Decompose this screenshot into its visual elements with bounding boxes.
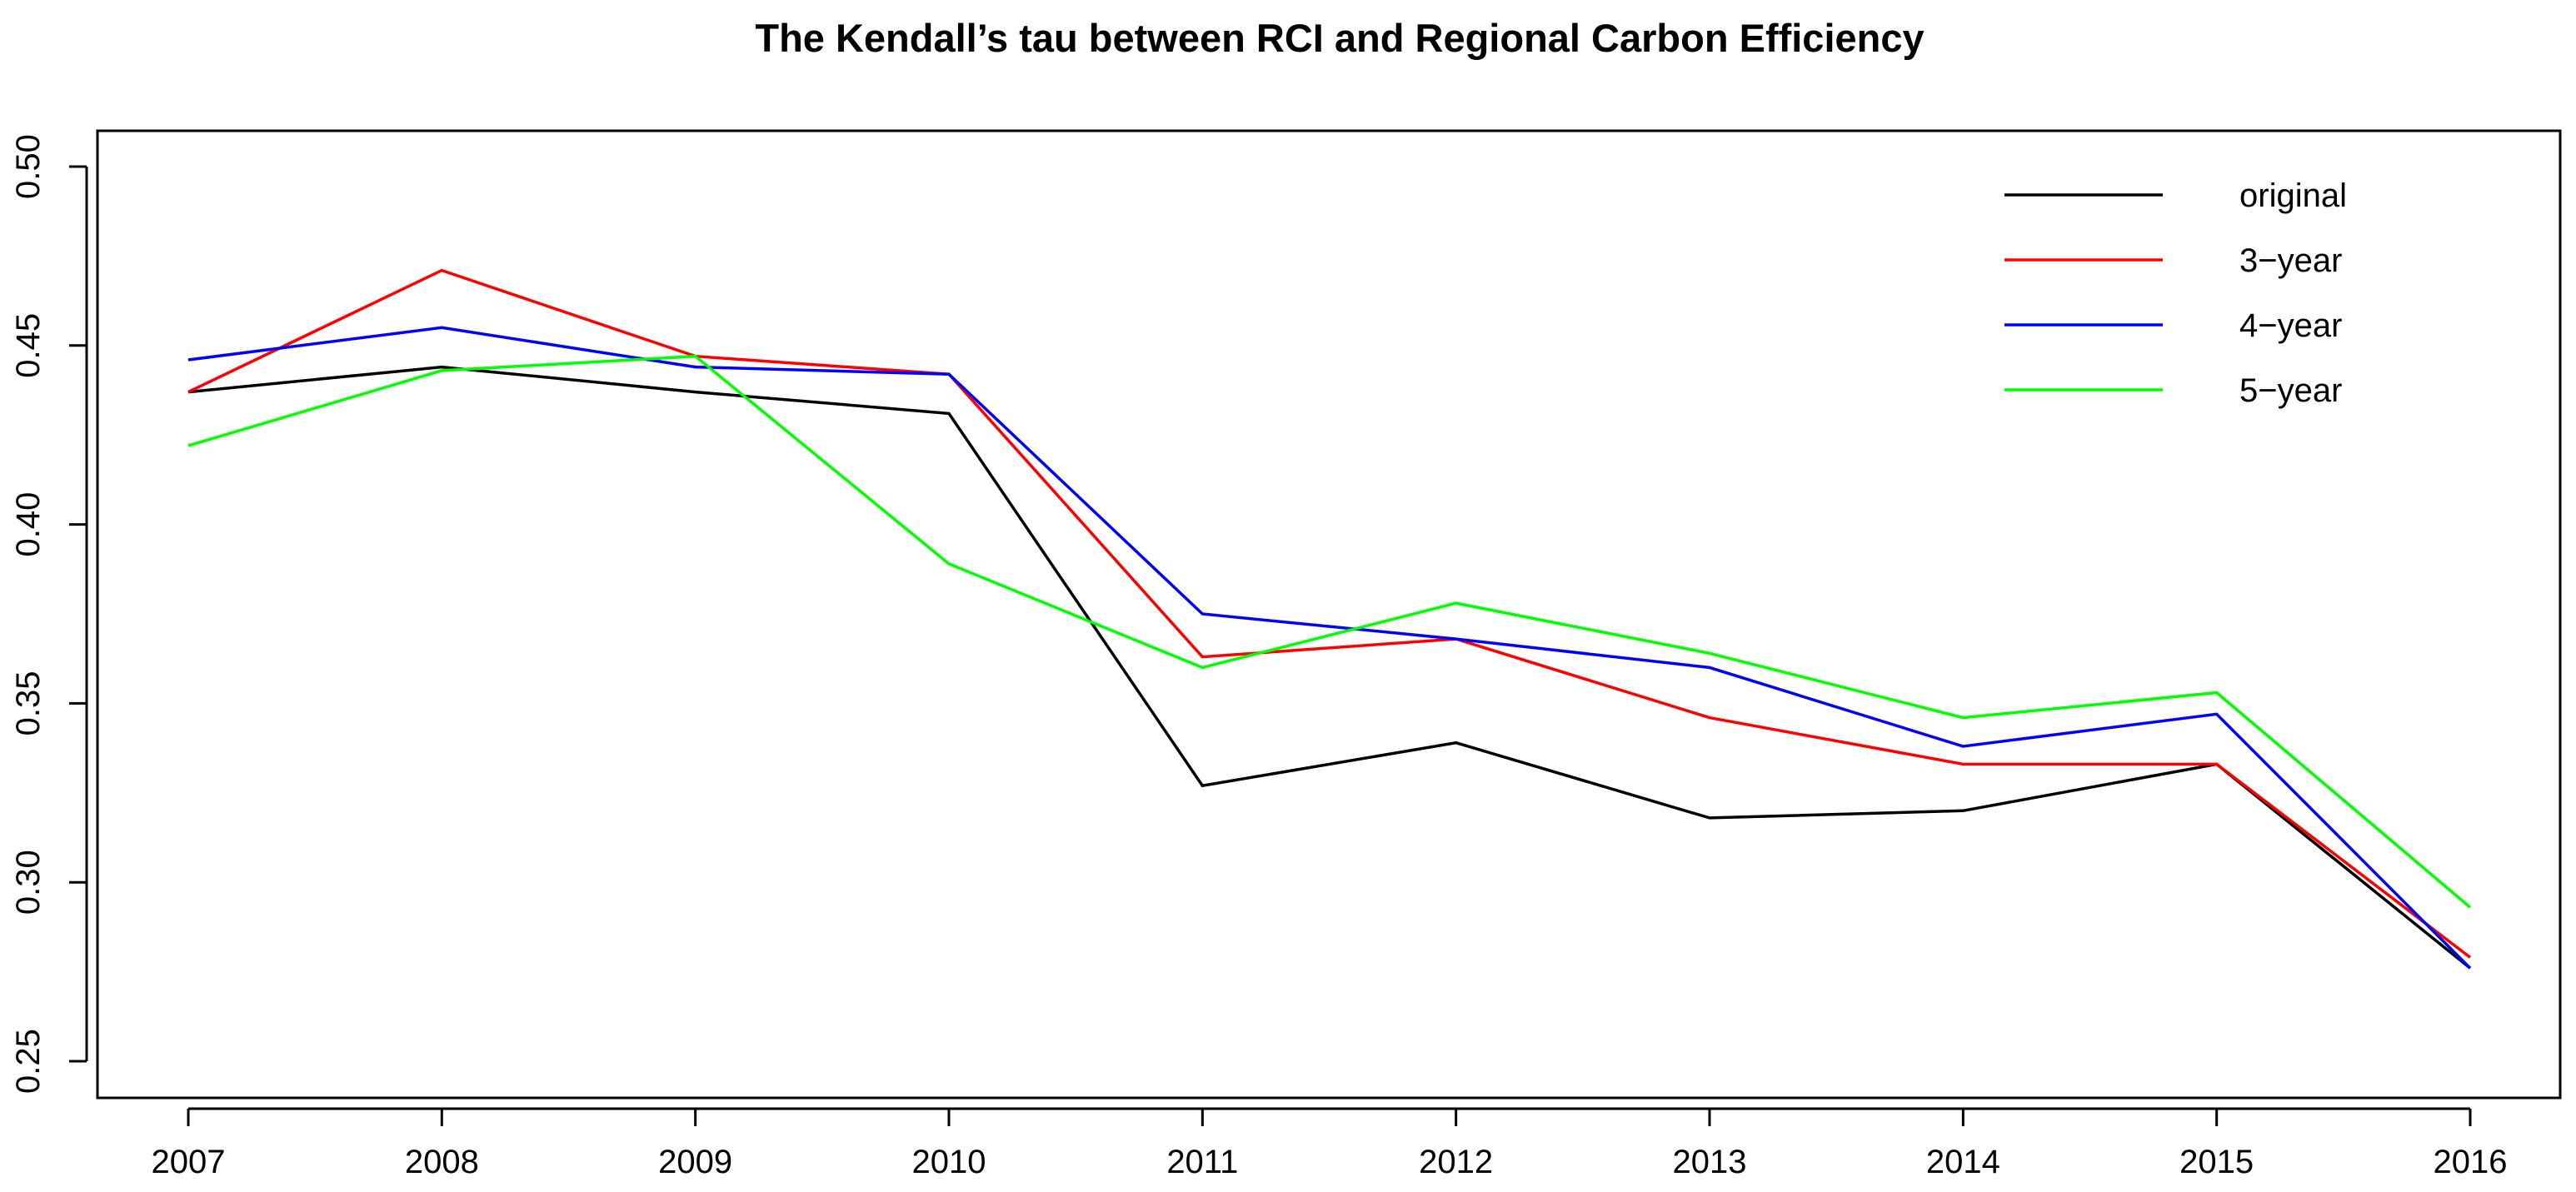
x-tick-label: 2012	[1419, 1144, 1493, 1180]
x-tick-label: 2015	[2179, 1144, 2254, 1180]
y-tick-label: 0.30	[10, 850, 47, 915]
series-line-original	[187, 365, 2472, 970]
x-tick-label: 2009	[658, 1144, 732, 1180]
plot-area-frame	[96, 129, 2562, 1100]
y-tick-label: 0.35	[10, 671, 47, 736]
y-tick-label: 0.45	[10, 313, 47, 378]
x-tick-label: 2011	[1166, 1144, 1238, 1180]
x-tick-label: 2014	[1926, 1144, 2000, 1180]
chart-title: The Kendall’s tau between RCI and Region…	[755, 16, 1924, 60]
y-tick-label: 0.25	[10, 1029, 47, 1094]
x-tick-label: 2007	[152, 1144, 226, 1180]
series-line-5-year	[187, 354, 2472, 909]
series-line-3-year	[187, 268, 2472, 959]
legend-label: 5−year	[2239, 372, 2342, 409]
legend-label: 3−year	[2239, 242, 2342, 279]
x-tick-label: 2013	[1673, 1144, 1747, 1180]
y-tick-label: 0.50	[10, 134, 47, 199]
series-lines	[187, 268, 2472, 970]
y-tick-label: 0.40	[10, 492, 47, 557]
x-tick-label: 2008	[405, 1144, 479, 1180]
series-line-4-year	[187, 326, 2472, 970]
legend: original 3−year 4−year 5−year	[2004, 177, 2347, 409]
y-axis: 0.25 0.30 0.35 0.40 0.45 0.50	[10, 134, 88, 1094]
legend-label: 4−year	[2239, 307, 2342, 344]
x-tick-label: 2016	[2434, 1144, 2508, 1180]
legend-label: original	[2239, 177, 2347, 214]
x-tick-label: 2010	[912, 1144, 986, 1180]
x-axis: 2007 2008 2009 2010 2011 2012 2013 2014 2015 2016	[152, 1107, 2508, 1180]
